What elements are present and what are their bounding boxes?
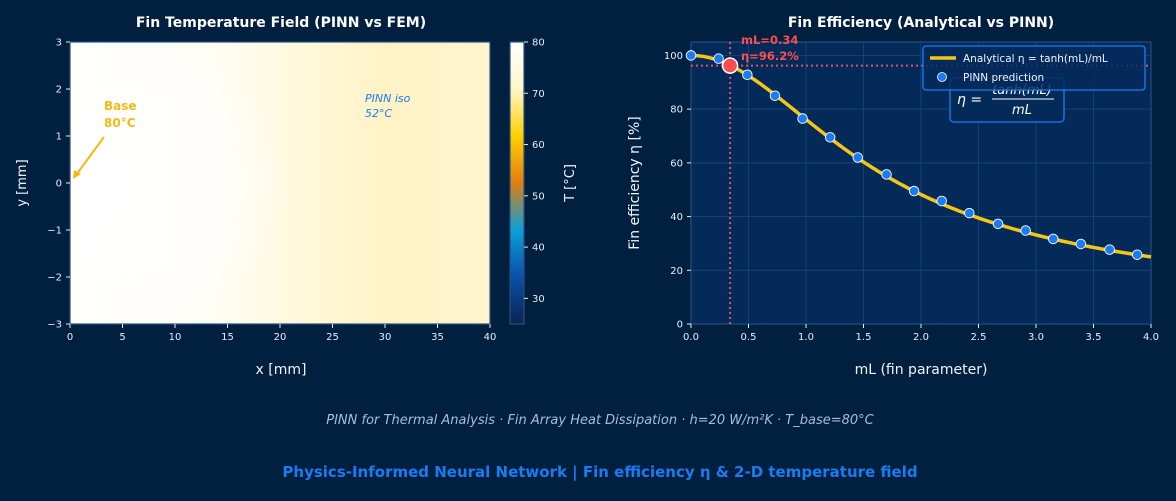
colorbar-tick-label: 30 — [532, 294, 545, 305]
base-arrow-head-icon — [73, 170, 81, 179]
x-tick-label: 0.0 — [683, 332, 699, 343]
heatmap-x-ticks: 0 5 10 15 20 25 30 35 40 — [67, 324, 497, 343]
pinn-point — [964, 207, 975, 219]
legend-entry-pinn: PINN prediction — [963, 72, 1044, 84]
analytical-curve — [690, 53, 1152, 259]
heatmap-y-label: y [mm] — [15, 159, 30, 206]
y-tick-label: 0 — [677, 320, 683, 331]
pinn-iso-line2: 52°C — [365, 107, 392, 120]
y-tick-label: 1 — [56, 132, 62, 143]
y-tick-label: 100 — [664, 51, 683, 62]
colorbar-tick-label: 80 — [532, 38, 545, 49]
colorbar-tick-label: 60 — [532, 140, 545, 151]
x-tick-label: 15 — [221, 332, 234, 343]
x-tick-label: 3.0 — [1028, 332, 1044, 343]
pinn-point — [1104, 244, 1115, 255]
pinn-iso-annotation: PINN iso 52°C — [365, 92, 411, 120]
colorbar — [509, 41, 525, 325]
x-tick-label: 1.5 — [856, 332, 872, 343]
x-tick-label: 4.0 — [1143, 332, 1159, 343]
base-arrow — [75, 136, 105, 176]
base-annotation-line2: 80°C — [104, 116, 136, 130]
pinn-point — [1047, 233, 1059, 245]
efficiency-y-ticks: 0 20 40 60 80 100 — [664, 51, 691, 331]
efficiency-x-ticks: 0.0 0.5 1.0 1.5 2.0 2.5 3.0 3.5 4.0 — [683, 324, 1159, 343]
pinn-point — [769, 90, 781, 101]
y-tick-label: 3 — [56, 38, 62, 49]
x-tick-label: 0 — [67, 332, 73, 343]
pinn-point — [685, 50, 697, 61]
efficiency-x-label: mL (fin parameter) — [855, 362, 988, 378]
y-tick-label: −1 — [47, 226, 62, 237]
colorbar-ticks: 30 40 50 60 70 80 — [524, 38, 545, 305]
footer-headline: Physics-Informed Neural Network | Fin ef… — [282, 463, 917, 482]
formula-lhs: η = — [957, 92, 982, 108]
pinn-points — [685, 50, 1143, 260]
highlight-point — [721, 57, 739, 74]
pinn-point — [881, 169, 892, 180]
x-tick-label: 1.0 — [798, 332, 814, 343]
heatmap-plot — [69, 41, 491, 325]
highlight-label-line1: mL=0.34 — [741, 33, 798, 47]
highlight-guides — [691, 42, 1151, 324]
x-tick-label: 5 — [119, 332, 125, 343]
x-tick-label: 2.5 — [971, 332, 987, 343]
y-tick-label: −2 — [47, 273, 62, 284]
pinn-point — [1075, 238, 1087, 250]
pinn-point — [908, 185, 920, 197]
pinn-point — [742, 69, 753, 81]
pinn-point — [1020, 225, 1031, 236]
y-tick-label: 60 — [670, 158, 683, 169]
x-tick-label: 25 — [326, 332, 339, 343]
heatmap-core — [70, 42, 400, 324]
x-tick-label: 20 — [274, 332, 287, 343]
y-tick-label: 0 — [56, 179, 62, 190]
pinn-point — [936, 195, 947, 207]
pinn-point — [992, 218, 1004, 230]
x-tick-label: 10 — [169, 332, 182, 343]
y-tick-label: −3 — [47, 320, 62, 331]
base-annotation-line1: Base — [104, 99, 137, 113]
pinn-point — [713, 53, 724, 64]
colorbar-tick-label: 50 — [532, 191, 545, 202]
legend: Analytical η = tanh(mL)/mL PINN predicti… — [922, 45, 1146, 91]
pinn-point — [824, 132, 836, 143]
y-tick-label: 20 — [670, 266, 683, 277]
heatmap-y-ticks: −3 −2 −1 0 1 2 3 — [47, 38, 70, 331]
legend-frame — [922, 45, 1146, 91]
efficiency-y-label: Fin efficiency η [%] — [627, 116, 643, 249]
footer-subtitle: PINN for Thermal Analysis · Fin Array He… — [326, 413, 874, 428]
heatmap-title: Fin Temperature Field (PINN vs FEM) — [136, 15, 426, 31]
formula-denominator: mL — [1012, 103, 1032, 118]
pinn-point — [797, 113, 808, 124]
legend-dot-swatch — [937, 72, 947, 82]
efficiency-title: Fin Efficiency (Analytical vs PINN) — [788, 15, 1054, 31]
x-tick-label: 40 — [484, 332, 497, 343]
x-tick-label: 3.5 — [1086, 332, 1102, 343]
y-tick-label: 40 — [670, 212, 683, 223]
colorbar-label: T [°C] — [563, 164, 578, 203]
pinn-point — [852, 152, 864, 163]
efficiency-grid — [690, 42, 1152, 325]
x-tick-label: 30 — [379, 332, 392, 343]
y-tick-label: 2 — [56, 85, 62, 96]
heatmap-x-label: x [mm] — [256, 362, 307, 378]
pinn-iso-line1: PINN iso — [365, 92, 411, 105]
legend-entry-analytical: Analytical η = tanh(mL)/mL — [963, 53, 1108, 65]
x-tick-label: 35 — [431, 332, 444, 343]
x-tick-label: 0.5 — [741, 332, 757, 343]
colorbar-tick-label: 70 — [532, 89, 545, 100]
x-tick-label: 2.0 — [913, 332, 929, 343]
highlight-label-line2: η=96.2% — [741, 49, 799, 63]
pinn-point — [1131, 249, 1143, 260]
y-tick-label: 80 — [670, 105, 683, 116]
highlight-marker — [721, 57, 739, 74]
colorbar-tick-label: 40 — [532, 243, 545, 254]
base-annotation: Base 80°C — [73, 99, 137, 179]
